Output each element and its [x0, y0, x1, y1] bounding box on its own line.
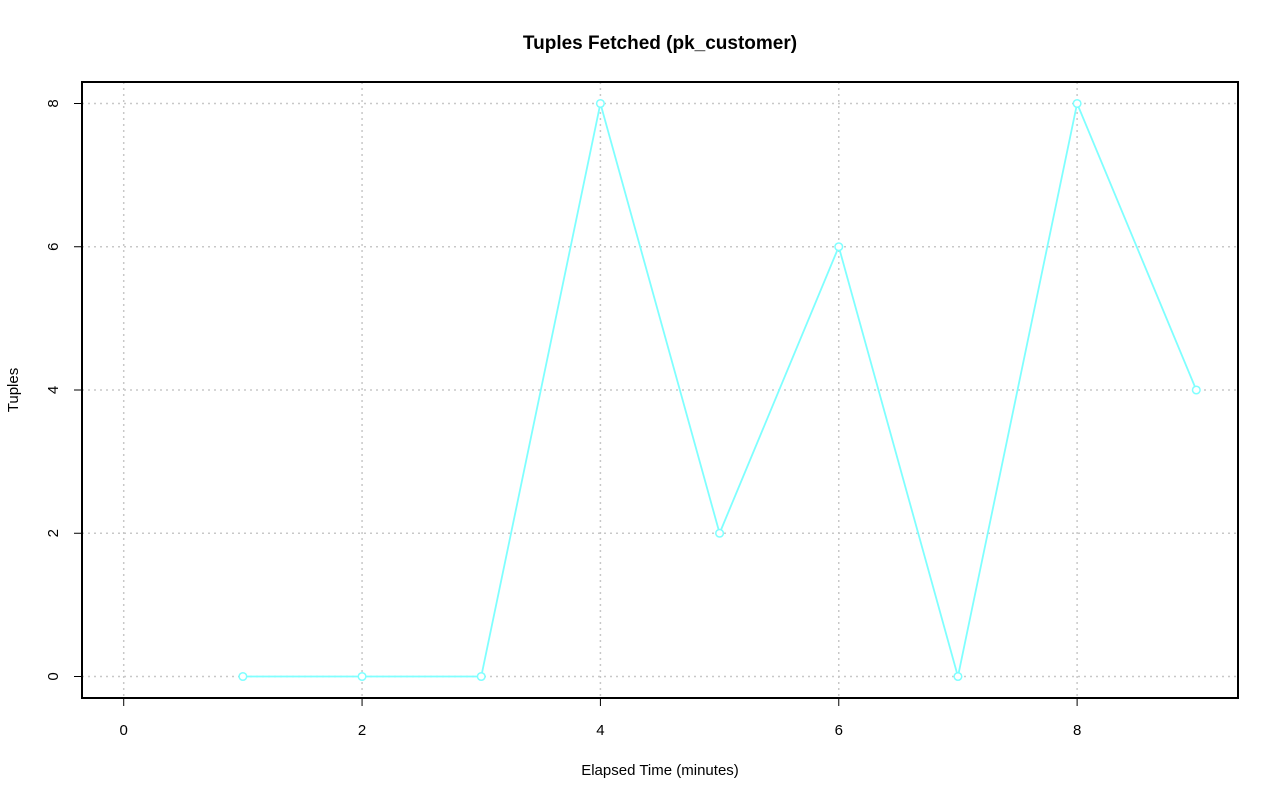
x-tick-label: 0 — [120, 722, 128, 739]
data-point — [595, 98, 605, 109]
data-point — [834, 242, 844, 252]
y-tick-label: 2 — [45, 529, 62, 537]
x-tick-label: 8 — [1073, 722, 1081, 739]
data-point — [357, 671, 367, 682]
y-tick-label: 6 — [45, 243, 62, 251]
x-axis: 0 2 4 6 8 — [120, 698, 1081, 739]
data-point — [238, 671, 248, 682]
x-tick-label: 6 — [835, 722, 843, 739]
chart-title: Tuples Fetched (pk_customer) — [523, 33, 797, 54]
data-point — [715, 528, 725, 538]
y-axis: 0 2 4 6 8 — [45, 99, 82, 681]
data-point — [953, 671, 963, 682]
x-tick-label: 4 — [596, 722, 604, 739]
data-point — [1191, 385, 1201, 395]
y-tick-label: 0 — [45, 672, 62, 680]
y-tick-label: 8 — [45, 99, 62, 107]
grid — [82, 82, 1238, 698]
data-point — [1072, 98, 1082, 109]
data-point — [476, 671, 486, 682]
y-axis-label: Tuples — [5, 368, 22, 412]
x-axis-label: Elapsed Time (minutes) — [581, 762, 739, 779]
series-layer — [238, 98, 1201, 682]
y-tick-label: 4 — [45, 386, 62, 394]
x-tick-label: 2 — [358, 722, 366, 739]
